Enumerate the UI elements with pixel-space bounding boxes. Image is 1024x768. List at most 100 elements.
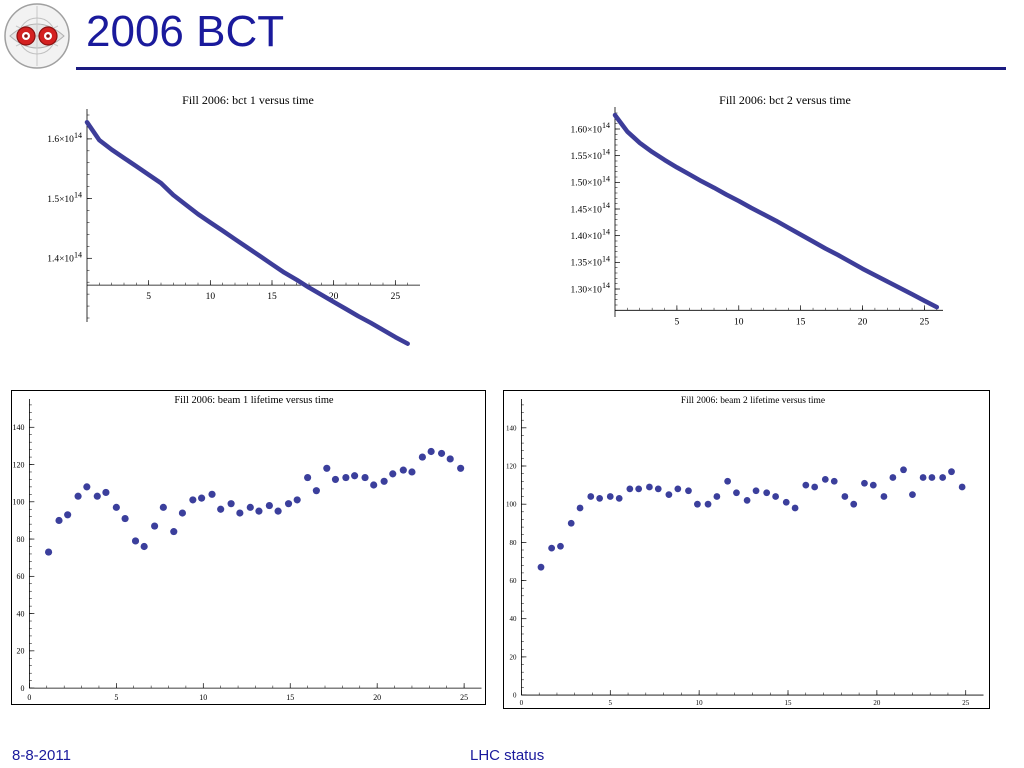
y-tick-label: 40 [510,615,517,623]
data-point [293,496,301,504]
data-point [198,494,206,502]
data-point [408,468,416,476]
x-tick-label: 25 [460,693,468,702]
x-tick-label: 20 [329,292,339,302]
footer-title: LHC status [470,747,545,764]
data-point [919,474,927,481]
bct1-chart: Fill 2006: bct 1 versus time 1.4×1014 1.5×… [28,82,432,346]
chart-title: Fill 2006: bct 1 versus time [182,93,314,107]
x-tick-label: 15 [286,693,294,702]
data-point [418,453,426,461]
x-tick-label: 20 [873,699,880,707]
data-point [850,500,858,508]
y-tick-label: 1.30×1014 [570,281,610,295]
x-tick-label: 15 [267,292,277,302]
data-point [537,563,545,571]
y-tick-label: 1.6×1014 [47,131,82,145]
data-point [208,490,216,498]
data-point [674,485,682,493]
data-point [782,498,790,506]
data-point [64,511,72,519]
data-point [596,495,604,502]
chart-svg: Fill 2006: beam 2 lifetime versus time 0 2… [506,395,984,707]
data-point [548,544,556,552]
data-point [557,542,564,550]
data-point [342,473,350,482]
data-point [830,477,838,485]
data-point [389,470,397,478]
x-tick-label: 10 [206,292,216,302]
data-point [763,489,771,497]
data-point [380,477,388,485]
x-tick-label: 10 [696,699,703,707]
chart-title: Fill 2006: beam 2 lifetime versus time [681,395,825,406]
data-point [939,474,947,481]
y-tick-label: 1.55×1014 [570,148,610,162]
data-point [361,473,369,482]
data-point [265,501,273,510]
x-tick-label: 10 [734,317,744,327]
data-point [189,496,197,504]
data-point [351,472,359,480]
data-point [606,493,614,500]
data-point [437,449,446,457]
data-point [151,522,159,530]
y-tick-label: 20 [16,647,24,656]
y-tick-label: 60 [510,577,517,585]
data-point [246,503,254,511]
y-tick-label: 40 [16,609,24,618]
chart-title: Fill 2006: beam 1 lifetime versus time [174,395,334,406]
data-point [626,485,634,493]
y-tick-label: 1.4×1014 [47,250,82,264]
y-tick-label: 0 [513,692,517,700]
data-point [93,492,101,500]
data-point [274,507,282,515]
y-tick-label: 1.45×1014 [570,201,610,215]
data-point [567,519,575,527]
y-tick-label: 140 [506,424,517,432]
data-point [427,447,435,456]
y-tick-label: 60 [16,572,24,581]
data-point [587,493,595,500]
data-point [312,487,320,495]
data-point [821,475,829,483]
y-tick-label: 1.40×1014 [570,228,610,242]
x-tick-label: 15 [785,699,792,707]
data-point [446,455,454,463]
x-tick-label: 5 [114,693,118,702]
data-point [743,497,751,504]
x-tick-label: 5 [146,292,151,302]
data-series-line [84,119,410,346]
y-tick-label: 140 [13,423,25,432]
y-tick-label: 1.50×1014 [570,174,610,188]
chart-svg: Fill 2006: beam 1 lifetime versus time 0 2… [13,395,482,702]
y-tick-label: 20 [510,653,517,661]
title-divider [76,67,1006,70]
y-tick-label: 80 [16,535,24,544]
beam2-lifetime-chart: Fill 2006: beam 2 lifetime versus time 0 2… [503,390,990,709]
data-point [140,542,148,551]
x-tick-label: 25 [391,292,401,302]
data-point [131,537,140,545]
data-point [170,528,178,536]
data-point [733,489,740,497]
data-point [685,487,692,495]
data-point [112,503,120,511]
y-tick-label: 1.5×1014 [47,191,82,205]
data-point [331,475,340,484]
data-point [909,491,916,499]
y-tick-label: 1.60×1014 [570,121,610,135]
data-point [323,464,331,472]
data-point [83,483,91,491]
chart-svg: Fill 2006: bct 1 versus time 1.4×1014 1.5×… [47,93,420,346]
x-tick-label: 5 [609,699,613,707]
data-point [615,495,623,502]
data-point [646,483,653,491]
data-point [928,474,936,481]
x-tick-label: 20 [858,317,868,327]
x-tick-label: 25 [962,699,969,707]
data-point [74,492,82,500]
y-tick-label: 100 [506,501,517,509]
y-tick-label: 120 [506,462,517,470]
data-point [399,466,407,474]
